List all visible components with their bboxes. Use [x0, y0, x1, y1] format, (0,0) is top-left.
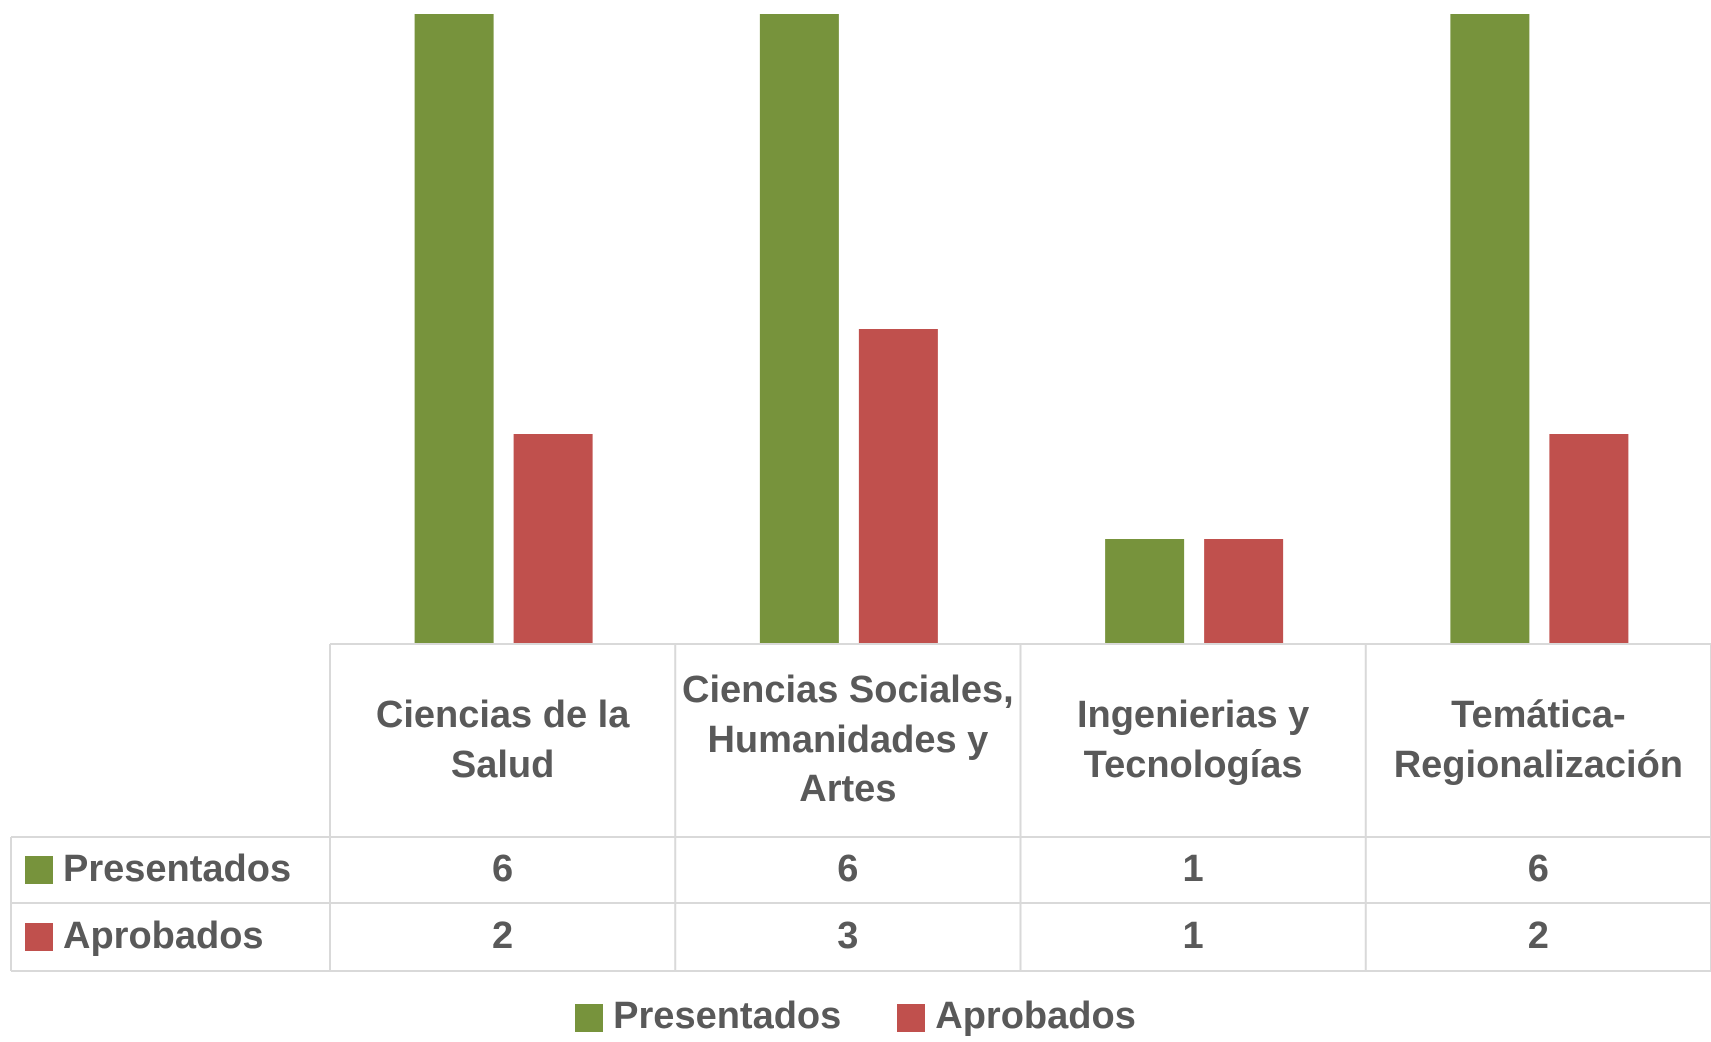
table-value: 6: [492, 848, 514, 891]
row-label: Presentados: [11, 837, 330, 903]
legend-key: [25, 856, 53, 884]
bar: [1105, 539, 1185, 644]
legend-label: Presentados: [613, 995, 842, 1037]
legend-item: Presentados: [575, 995, 841, 1037]
legend-label: Aprobados: [935, 995, 1136, 1037]
row-label-text: Aprobados: [63, 915, 264, 958]
legend-key: [575, 1003, 604, 1032]
legend-key: [25, 923, 53, 951]
table-value: 2: [492, 915, 514, 958]
bar: [1450, 14, 1530, 644]
table-value: 6: [837, 848, 859, 891]
table-value: 1: [1182, 848, 1204, 891]
bar: [1549, 434, 1629, 644]
category-label: Ingenierias y Tecnologías: [1076, 694, 1310, 786]
category-label: Ciencias Sociales, Humanidades y Artes: [682, 669, 1014, 811]
legend: Presentados Aprobados: [0, 995, 1711, 1038]
bar: [1204, 539, 1284, 644]
row-label-text: Presentados: [63, 848, 292, 891]
row-label: Aprobados: [11, 903, 330, 971]
table-value: 2: [1527, 915, 1549, 958]
table-value: 6: [1527, 848, 1549, 891]
bar: [858, 329, 938, 644]
legend-item: Aprobados: [897, 995, 1136, 1037]
bar: [513, 434, 593, 644]
bar: [759, 14, 839, 644]
table-value: 3: [837, 915, 859, 958]
legend-key: [897, 1003, 926, 1032]
category-label: Ciencias de la Salud: [375, 694, 630, 786]
category-label: Temática-Regionalización: [1393, 694, 1684, 786]
bar: [414, 14, 494, 644]
table-value: 1: [1182, 915, 1204, 958]
